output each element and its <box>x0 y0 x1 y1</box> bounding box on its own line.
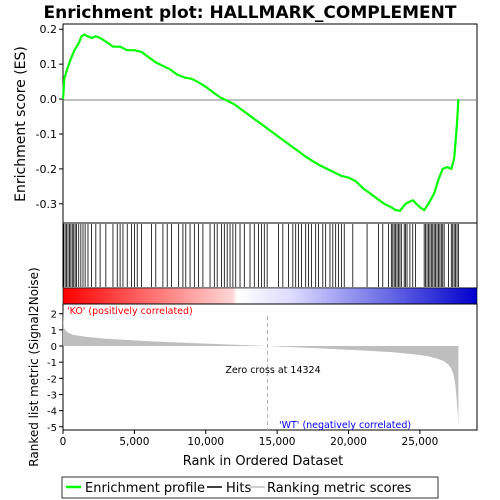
x-tick-label: 25,000 <box>402 436 439 448</box>
hit-bars <box>63 224 459 287</box>
x-tick-label: 5,000 <box>119 436 149 448</box>
rank-gradient-bar <box>62 287 478 305</box>
es-y-axis: 0.2 0.1 0.0 -0.1 -0.2 -0.3 <box>36 23 63 211</box>
x-axis-label: Rank in Ordered Dataset <box>183 454 344 469</box>
es-y-tick-label: -0.3 <box>36 198 57 211</box>
es-panel-frame <box>62 23 478 224</box>
metric-y-tick-label: 1 <box>51 326 57 337</box>
legend-metric-label: Ranking metric scores <box>267 481 412 496</box>
chart-title: Enrichment plot: HALLMARK_COMPLEMENT <box>43 3 456 23</box>
es-y-tick-label: -0.2 <box>36 163 57 176</box>
es-y-tick-label: 0.0 <box>40 93 58 106</box>
legend: Enrichment profile Hits Ranking metric s… <box>61 476 439 499</box>
x-tick-label: 15,000 <box>259 436 296 448</box>
metric-y-tick-label: -5 <box>47 423 57 434</box>
x-tick-label: 0 <box>60 436 67 448</box>
metric-y-axis-label: Ranked list metric (Signal2Noise) <box>27 267 41 466</box>
metric-y-tick-label: 2 <box>51 310 57 321</box>
metric-y-axis: 2 1 0 -1 -2 -3 -4 -5 <box>47 310 63 434</box>
x-tick-label: 10,000 <box>187 436 224 448</box>
metric-y-tick-label: -4 <box>47 407 57 418</box>
metric-y-tick-label: 0 <box>51 342 57 353</box>
es-y-tick-label: 0.2 <box>40 23 58 36</box>
hits-panel-frame <box>62 222 478 289</box>
metric-y-tick-label: -2 <box>47 374 57 385</box>
zero-cross-label: Zero cross at 14324 <box>225 365 320 376</box>
x-tick-label: 20,000 <box>330 436 367 448</box>
x-axis: 0 5,000 10,000 15,000 20,000 25,000 <box>60 430 439 448</box>
metric-y-tick-label: -1 <box>47 358 57 369</box>
metric-y-tick-label: -3 <box>47 390 57 401</box>
es-y-axis-label: Enrichment score (ES) <box>13 46 29 202</box>
enrichment-profile-line <box>61 33 460 212</box>
metric-panel-frame <box>62 303 478 431</box>
ko-label: 'KO' (positively correlated) <box>67 306 193 317</box>
legend-es-label: Enrichment profile <box>85 481 205 496</box>
es-y-tick-label: -0.1 <box>36 128 57 141</box>
es-y-tick-label: 0.1 <box>40 58 58 71</box>
legend-hits-label: Hits <box>226 481 251 496</box>
wt-label: 'WT' (negatively correlated) <box>279 420 411 431</box>
